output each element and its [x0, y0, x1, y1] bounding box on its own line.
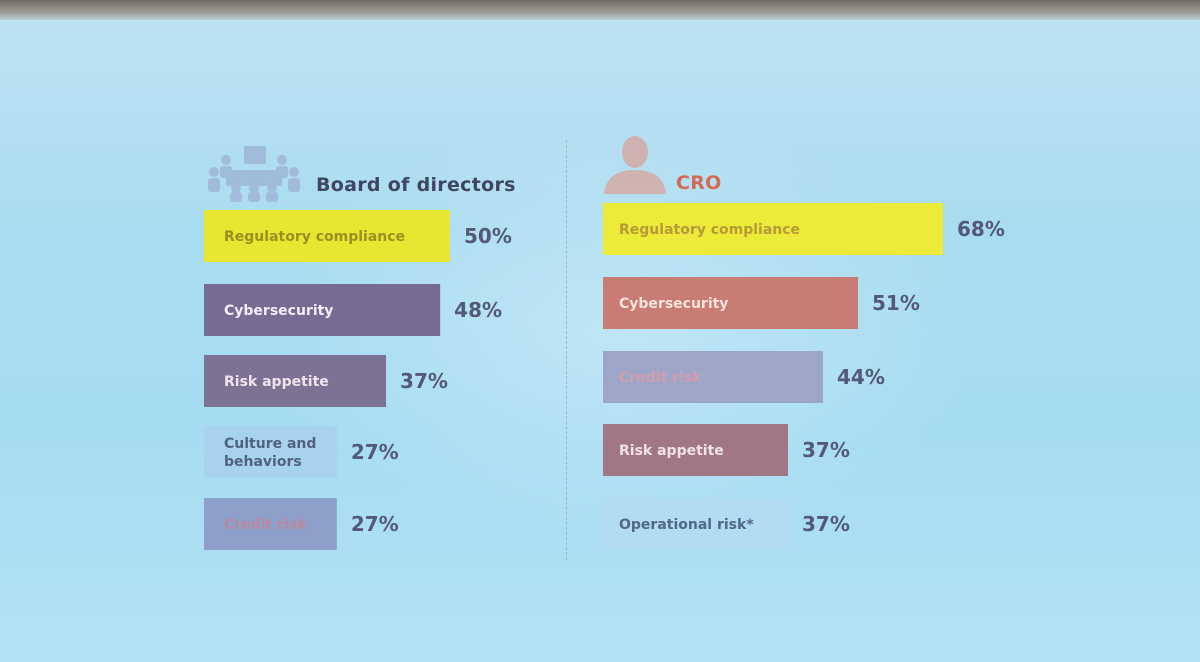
board-panel-title: Board of directors: [316, 174, 516, 196]
board-bar-value-2: 37%: [400, 369, 448, 393]
cro-panel-title: CRO: [676, 172, 722, 194]
board-bar-4: [204, 498, 337, 550]
board-bar-label-1: Cybersecurity: [224, 303, 333, 319]
cro-bar-value-3: 37%: [802, 438, 850, 462]
cro-bar-value-0: 68%: [957, 217, 1005, 241]
cro-bar-3: [603, 424, 788, 476]
board-bar-label-4: Credit risk: [224, 517, 307, 533]
board-bar-value-1: 48%: [454, 298, 502, 322]
board-bar-3: [204, 426, 337, 478]
cro-bar-label-3: Risk appetite: [619, 443, 724, 459]
cro-bar-label-4: Operational risk*: [619, 517, 754, 533]
cro-bar-label-2: Credit risk: [619, 370, 702, 386]
board-bar-label-3: Culture and behaviors: [224, 436, 316, 470]
wall-strip: [0, 0, 1200, 20]
boardroom-icon: [208, 146, 300, 202]
cro-bar-value-4: 37%: [802, 512, 850, 536]
cro-bar-4: [603, 498, 788, 550]
board-bar-label-0: Regulatory compliance: [224, 229, 405, 245]
cro-bar-value-2: 44%: [837, 365, 885, 389]
cro-bar-value-1: 51%: [872, 291, 920, 315]
cro-bar-label-0: Regulatory compliance: [619, 222, 800, 238]
board-bar-value-3: 27%: [351, 440, 399, 464]
board-bar-label-2: Risk appetite: [224, 374, 329, 390]
board-bar-value-4: 27%: [351, 512, 399, 536]
panel-divider: [566, 140, 567, 560]
board-bar-0: [204, 210, 450, 262]
board-bar-value-0: 50%: [464, 224, 512, 248]
person-icon: [604, 136, 666, 194]
board-bar-1: [204, 284, 441, 336]
cro-bar-label-1: Cybersecurity: [619, 296, 728, 312]
cro-bar-0: [603, 203, 943, 255]
cro-bar-2: [603, 351, 823, 403]
board-bar-2: [204, 355, 387, 407]
cro-bar-1: [603, 277, 858, 329]
